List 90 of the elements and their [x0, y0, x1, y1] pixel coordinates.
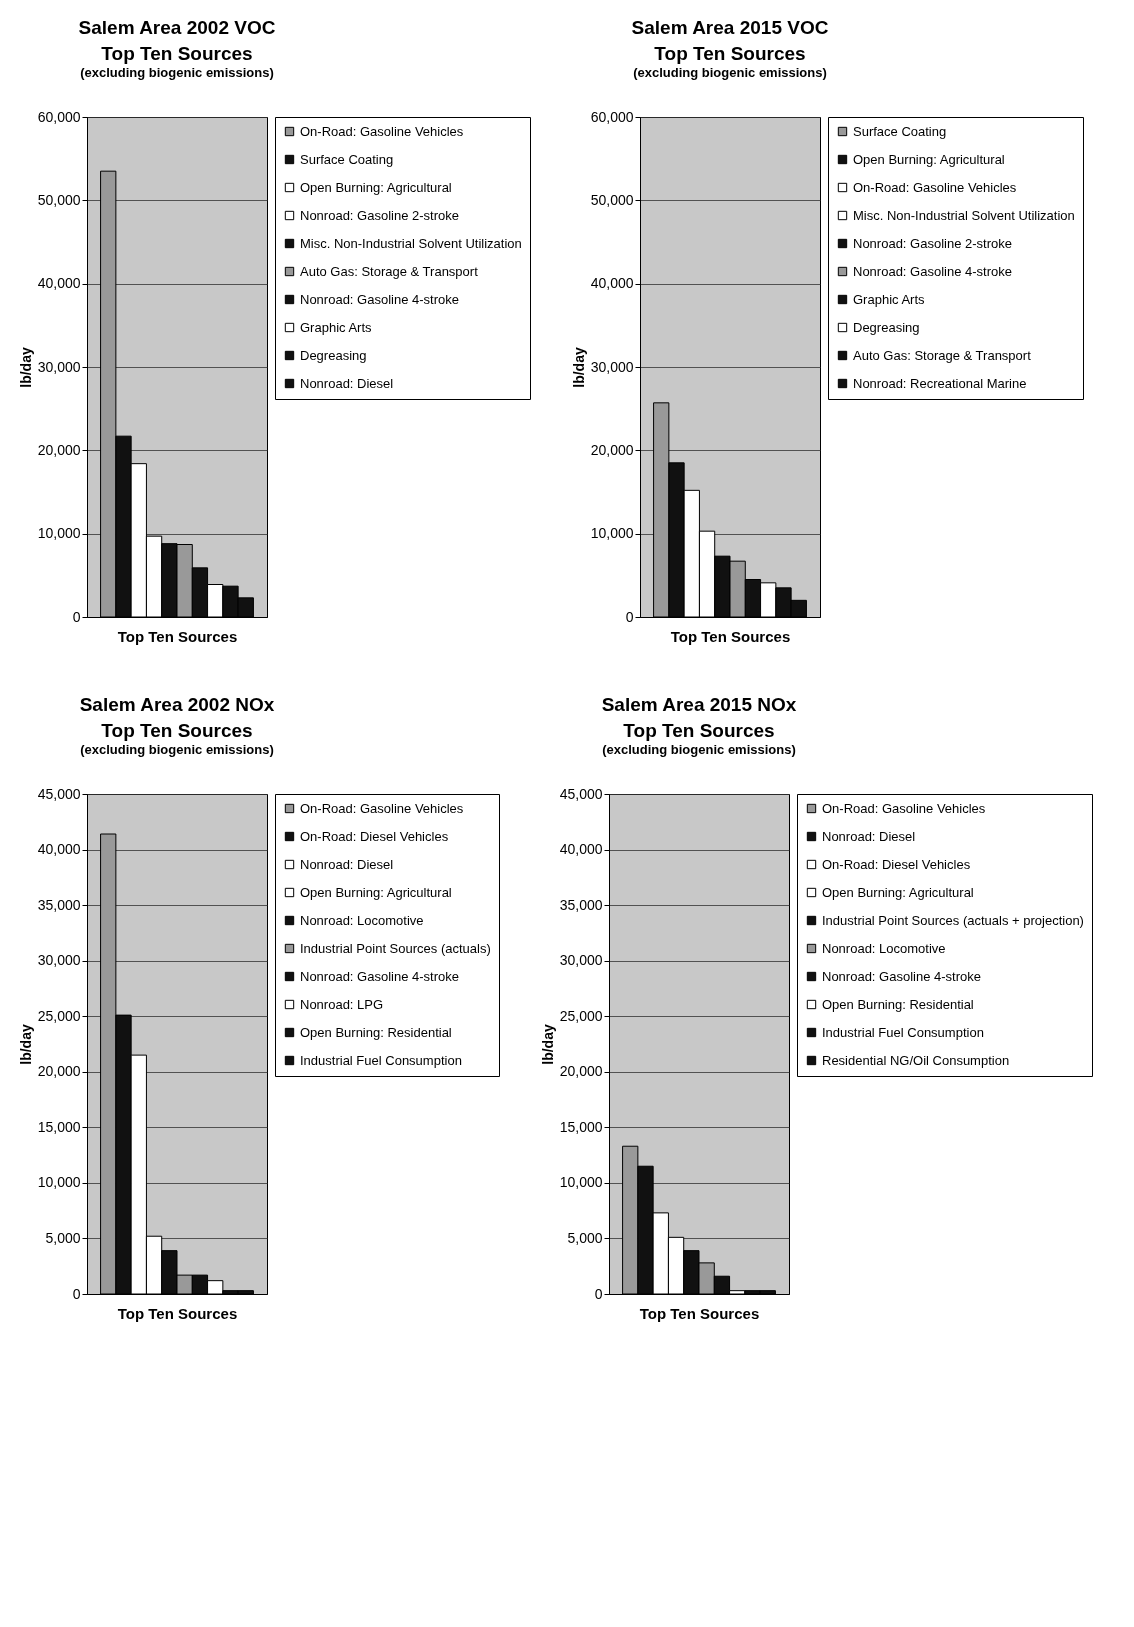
- legend-label: Nonroad: Locomotive: [300, 912, 424, 928]
- legend-label: Nonroad: Gasoline 2-stroke: [853, 235, 1012, 251]
- chart-title: Salem Area 2002 NOx Top Ten Sources: [79, 694, 275, 741]
- legend-label: Industrial Point Sources (actuals + projection): [822, 912, 1084, 928]
- legend-label: On-Road: Diesel Vehicles: [300, 828, 449, 844]
- legend-label: Surface Coating: [300, 151, 394, 167]
- chart-subtitle: (excluding biogenic emissions): [80, 65, 274, 80]
- legend-label: Open Burning: Agricultural: [300, 884, 452, 900]
- legend-label: Nonroad: Gasoline 4-stroke: [300, 291, 459, 307]
- y-tick-label: 40,000: [37, 275, 81, 292]
- y-tick-label: 10,000: [559, 1174, 603, 1191]
- legend-label: Nonroad: Diesel: [300, 375, 394, 391]
- y-tick-label: 0: [72, 608, 81, 625]
- y-tick-label: 20,000: [559, 1063, 603, 1080]
- chart-title: Salem Area 2015 NOx Top Ten Sources: [601, 694, 797, 741]
- x-axis-title: Top Ten Sources: [639, 1304, 760, 1322]
- y-tick-label: 15,000: [559, 1118, 603, 1135]
- y-tick-label: 60,000: [590, 108, 634, 125]
- y-tick-label: 45,000: [37, 785, 81, 802]
- legend-label: Open Burning: Agricultural: [853, 151, 1005, 167]
- x-axis-title: Top Ten Sources: [117, 627, 238, 645]
- y-tick-label: 40,000: [559, 841, 603, 858]
- y-tick-label: 20,000: [590, 441, 634, 458]
- legend-label: Nonroad: Gasoline 2-stroke: [300, 207, 459, 223]
- y-tick-label: 30,000: [590, 358, 634, 375]
- y-tick-label: 10,000: [37, 1174, 81, 1191]
- chart-subtitle: (excluding biogenic emissions): [602, 742, 796, 757]
- legend-label: Degreasing: [300, 347, 367, 363]
- y-tick-label: 60,000: [37, 108, 81, 125]
- legend-label: Residential NG/Oil Consumption: [822, 1052, 1010, 1068]
- y-tick-label: 20,000: [37, 1063, 81, 1080]
- legend-label: Open Burning: Agricultural: [822, 884, 974, 900]
- legend-label: Open Burning: Agricultural: [300, 179, 452, 195]
- legend-label: Open Burning: Residential: [822, 996, 974, 1012]
- legend-label: Industrial Fuel Consumption: [822, 1024, 984, 1040]
- y-tick-label: 50,000: [590, 191, 634, 208]
- y-tick-label: 5,000: [45, 1229, 81, 1246]
- legend-label: Graphic Arts: [300, 319, 373, 335]
- legend-label: Nonroad: Gasoline 4-stroke: [853, 263, 1012, 279]
- legend-label: Nonroad: Locomotive: [822, 940, 946, 956]
- legend-label: Industrial Point Sources (actuals): [300, 940, 491, 956]
- legend-label: Misc. Non-Industrial Solvent Utilization: [853, 207, 1075, 223]
- y-tick-label: 50,000: [37, 191, 81, 208]
- y-tick-label: 0: [625, 608, 634, 625]
- y-axis-title: lb/day: [17, 347, 34, 388]
- legend-label: Surface Coating: [853, 123, 947, 139]
- legend-label: Degreasing: [853, 319, 920, 335]
- y-tick-label: 0: [594, 1285, 603, 1302]
- legend-label: On-Road: Gasoline Vehicles: [300, 800, 464, 816]
- y-axis-title: lb/day: [17, 1024, 34, 1065]
- legend-label: Graphic Arts: [853, 291, 926, 307]
- y-tick-label: 30,000: [559, 952, 603, 969]
- legend-label: Nonroad: Diesel: [822, 828, 916, 844]
- y-tick-label: 40,000: [37, 841, 81, 858]
- legend-label: Nonroad: LPG: [300, 996, 384, 1012]
- y-tick-label: 15,000: [37, 1118, 81, 1135]
- y-tick-label: 10,000: [37, 525, 81, 542]
- y-tick-label: 40,000: [590, 275, 634, 292]
- legend-label: On-Road: Gasoline Vehicles: [853, 179, 1017, 195]
- chart-title: Salem Area 2015 VOC Top Ten Sources: [631, 17, 829, 64]
- x-axis-title: Top Ten Sources: [670, 627, 791, 645]
- y-tick-label: 25,000: [559, 1007, 603, 1024]
- y-tick-label: 10,000: [590, 525, 634, 542]
- y-axis-title: lb/day: [570, 347, 587, 388]
- y-axis-title: lb/day: [539, 1024, 556, 1065]
- y-tick-label: 35,000: [559, 896, 603, 913]
- x-axis-title: Top Ten Sources: [117, 1304, 238, 1322]
- y-tick-label: 0: [72, 1285, 81, 1302]
- legend-label: Nonroad: Recreational Marine: [853, 375, 1027, 391]
- y-tick-label: 20,000: [37, 441, 81, 458]
- chart-title: Salem Area 2002 VOC Top Ten Sources: [78, 17, 276, 64]
- legend-label: Industrial Fuel Consumption: [300, 1052, 462, 1068]
- y-tick-label: 30,000: [37, 952, 81, 969]
- legend-label: On-Road: Gasoline Vehicles: [300, 123, 464, 139]
- y-tick-label: 35,000: [37, 896, 81, 913]
- chart-subtitle: (excluding biogenic emissions): [80, 742, 274, 757]
- y-tick-label: 25,000: [37, 1007, 81, 1024]
- legend-label: Misc. Non-Industrial Solvent Utilization: [300, 235, 522, 251]
- y-tick-label: 30,000: [37, 358, 81, 375]
- legend-label: On-Road: Diesel Vehicles: [822, 856, 971, 872]
- legend-label: Auto Gas: Storage & Transport: [853, 347, 1032, 363]
- legend-label: Open Burning: Residential: [300, 1024, 452, 1040]
- legend-label: Nonroad: Diesel: [300, 856, 394, 872]
- chart-subtitle: (excluding biogenic emissions): [633, 65, 827, 80]
- y-tick-label: 5,000: [567, 1229, 603, 1246]
- legend-label: Nonroad: Gasoline 4-stroke: [822, 968, 981, 984]
- legend-label: On-Road: Gasoline Vehicles: [822, 800, 986, 816]
- legend-label: Nonroad: Gasoline 4-stroke: [300, 968, 459, 984]
- y-tick-label: 45,000: [559, 785, 603, 802]
- legend-label: Auto Gas: Storage & Transport: [300, 263, 479, 279]
